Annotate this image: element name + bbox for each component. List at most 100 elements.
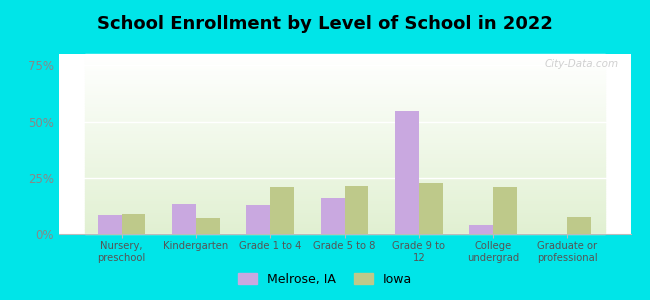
Bar xyxy=(84,164,604,166)
Bar xyxy=(84,70,604,72)
Bar xyxy=(84,94,604,95)
Bar xyxy=(84,77,604,79)
Bar xyxy=(84,169,604,171)
Bar xyxy=(84,182,604,184)
Bar xyxy=(344,186,369,234)
Bar xyxy=(270,187,294,234)
Bar xyxy=(84,176,604,178)
Bar xyxy=(84,218,604,220)
Bar xyxy=(84,223,604,225)
Bar xyxy=(84,189,604,191)
Bar xyxy=(84,101,604,103)
Bar xyxy=(84,157,604,158)
Bar xyxy=(84,58,604,59)
Bar xyxy=(84,56,604,58)
Bar xyxy=(84,81,604,83)
Bar xyxy=(84,119,604,121)
Bar xyxy=(84,133,604,135)
Bar xyxy=(196,218,220,234)
Bar xyxy=(84,200,604,202)
Bar xyxy=(84,126,604,128)
Bar xyxy=(84,205,604,207)
Bar xyxy=(84,198,604,200)
Bar xyxy=(84,108,604,110)
Bar xyxy=(84,185,604,187)
Bar xyxy=(84,193,604,194)
Bar xyxy=(84,187,604,189)
Bar xyxy=(246,205,270,234)
Bar xyxy=(567,217,591,234)
Bar xyxy=(84,90,604,92)
Bar xyxy=(84,140,604,142)
Bar xyxy=(84,128,604,130)
Bar xyxy=(84,214,604,216)
Legend: Melrose, IA, Iowa: Melrose, IA, Iowa xyxy=(233,268,417,291)
Bar xyxy=(84,211,604,212)
Bar xyxy=(84,149,604,151)
Text: School Enrollment by Level of School in 2022: School Enrollment by Level of School in … xyxy=(97,15,553,33)
Bar xyxy=(84,74,604,76)
Bar xyxy=(84,72,604,74)
Bar xyxy=(84,99,604,101)
Bar xyxy=(84,117,604,119)
Bar xyxy=(320,198,344,234)
Bar xyxy=(84,76,604,77)
Bar xyxy=(84,155,604,157)
Bar xyxy=(84,121,604,122)
Bar xyxy=(84,196,604,198)
Bar xyxy=(84,92,604,94)
Bar xyxy=(84,216,604,218)
Bar xyxy=(84,88,604,90)
Bar xyxy=(84,207,604,209)
Bar xyxy=(84,202,604,203)
Bar xyxy=(84,67,604,68)
Bar xyxy=(84,212,604,214)
Bar xyxy=(84,146,604,148)
Bar xyxy=(84,203,604,205)
Bar xyxy=(84,137,604,139)
Bar xyxy=(493,187,517,234)
Bar xyxy=(84,191,604,193)
Bar xyxy=(84,85,604,86)
Bar xyxy=(84,115,604,117)
Bar xyxy=(84,63,604,65)
Bar xyxy=(84,97,604,99)
Bar xyxy=(469,225,493,234)
Bar xyxy=(84,153,604,155)
Bar xyxy=(84,106,604,108)
Bar xyxy=(84,113,604,115)
Bar xyxy=(84,209,604,211)
Bar xyxy=(84,131,604,133)
Bar xyxy=(419,183,443,234)
Bar xyxy=(84,59,604,61)
Bar xyxy=(84,142,604,144)
Bar xyxy=(84,194,604,196)
Text: City-Data.com: City-Data.com xyxy=(545,59,619,69)
Bar xyxy=(84,79,604,81)
Bar xyxy=(84,124,604,126)
Bar xyxy=(395,111,419,234)
Bar xyxy=(172,204,196,234)
Bar xyxy=(84,227,604,229)
Bar xyxy=(84,83,604,85)
Bar xyxy=(84,180,604,182)
Bar xyxy=(84,221,604,223)
Bar xyxy=(122,214,146,234)
Bar xyxy=(84,225,604,227)
Bar xyxy=(84,184,604,185)
Bar xyxy=(84,229,604,230)
Bar xyxy=(84,162,604,164)
Bar xyxy=(84,103,604,104)
Bar xyxy=(84,86,604,88)
Bar xyxy=(84,151,604,153)
Bar xyxy=(84,139,604,140)
Bar xyxy=(84,122,604,124)
Bar xyxy=(98,215,122,234)
Bar xyxy=(84,220,604,221)
Bar xyxy=(84,160,604,162)
Bar xyxy=(84,68,604,70)
Bar xyxy=(84,112,604,113)
Bar xyxy=(84,232,604,234)
Bar xyxy=(84,104,604,106)
Bar xyxy=(84,130,604,131)
